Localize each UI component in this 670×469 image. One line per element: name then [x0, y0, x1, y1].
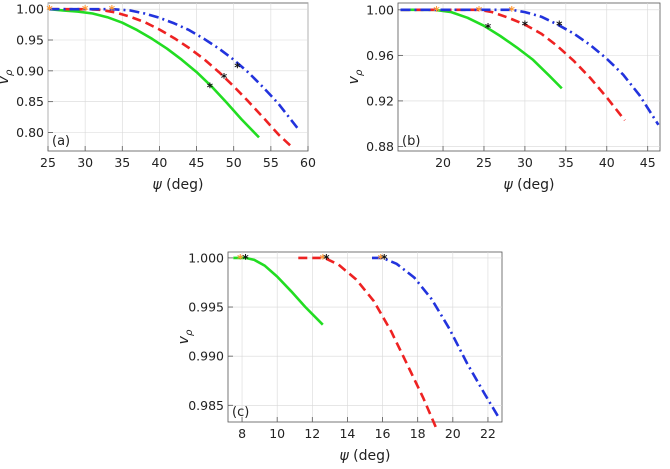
black-star-marker: * — [234, 61, 241, 75]
x-axis-label: ψ (deg) — [339, 448, 390, 464]
x-tick-label: 8 — [238, 426, 246, 441]
y-tick-label: 0.85 — [16, 94, 44, 109]
black-star-marker: * — [207, 80, 214, 94]
x-tick-label: 40 — [599, 155, 615, 170]
panel-label: (a) — [52, 134, 70, 149]
x-tick-label: 45 — [189, 155, 205, 170]
x-tick-label: 35 — [114, 155, 130, 170]
y-axis-label: vρ — [346, 69, 365, 84]
orange-star-marker: * — [237, 252, 244, 266]
x-axis-label: ψ (deg) — [152, 177, 203, 193]
plot-area — [397, 2, 661, 152]
x-tick-label: 45 — [640, 155, 656, 170]
orange-star-marker: * — [46, 3, 53, 17]
y-tick-label: 0.90 — [16, 63, 44, 78]
black-star-marker: * — [221, 71, 228, 85]
x-tick-label: 25 — [40, 155, 56, 170]
orange-star-marker: * — [476, 4, 483, 18]
black-star-marker: * — [381, 252, 388, 266]
series-line-blue — [400, 8, 660, 126]
orange-star-marker: * — [82, 3, 89, 17]
series-line-blue — [372, 256, 500, 418]
x-tick-label: 60 — [300, 155, 316, 170]
y-tick-label: 0.95 — [16, 33, 44, 48]
x-tick-label: 16 — [375, 426, 391, 441]
x-tick-label: 25 — [476, 155, 492, 170]
orange-star-marker: * — [378, 252, 385, 266]
x-axis-label: ψ (deg) — [503, 177, 554, 193]
orange-star-marker: * — [109, 3, 116, 17]
y-tick-label: 0.80 — [16, 125, 44, 140]
black-star-marker: * — [556, 19, 563, 33]
black-star-marker: * — [242, 252, 249, 266]
chart-panel-2: 20 25 30 35 40 450.880.920.961.00 ******(b)ψ (… — [346, 2, 661, 193]
panel-label: (b) — [402, 134, 420, 149]
y-tick-label: 0.88 — [366, 139, 394, 154]
x-tick-label: 10 — [269, 426, 285, 441]
y-axis-label: vρ — [0, 69, 15, 84]
y-axis-label: vρ — [176, 329, 195, 344]
orange-star-marker: * — [433, 4, 440, 18]
y-tick-label: 1.00 — [366, 2, 394, 17]
y-tick-label: 0.995 — [188, 300, 224, 315]
x-tick-label: 30 — [77, 155, 93, 170]
x-tick-label: 35 — [558, 155, 574, 170]
x-tick-label: 12 — [304, 426, 320, 441]
orange-star-marker: * — [509, 4, 516, 18]
x-tick-label: 22 — [480, 426, 496, 441]
y-tick-label: 1.00 — [16, 2, 44, 17]
black-star-marker: * — [485, 21, 492, 35]
x-tick-label: 18 — [410, 426, 426, 441]
y-tick-label: 0.92 — [366, 93, 394, 108]
y-tick-label: 0.96 — [366, 48, 394, 63]
series-line-green — [49, 7, 260, 139]
x-tick-label: 20 — [445, 426, 461, 441]
orange-star-marker: * — [320, 252, 327, 266]
x-tick-label: 14 — [339, 426, 355, 441]
x-tick-label: 50 — [226, 155, 242, 170]
series-line-blue — [49, 7, 299, 130]
y-tick-label: 1.000 — [188, 250, 224, 265]
x-tick-label: 20 — [435, 155, 451, 170]
panel-label: (c) — [232, 405, 249, 420]
x-tick-label: 30 — [517, 155, 533, 170]
plot-area — [227, 251, 503, 423]
x-tick-label: 55 — [263, 155, 279, 170]
black-star-marker: * — [522, 19, 529, 33]
black-star-marker: * — [323, 252, 330, 266]
y-tick-label: 0.985 — [188, 398, 224, 413]
plot-area — [47, 2, 309, 152]
series-line-green — [233, 256, 324, 326]
x-tick-label: 40 — [151, 155, 167, 170]
series-line-red — [298, 256, 439, 431]
series-line-red — [400, 8, 626, 122]
chart-panel-1: 25 30 35 40 45 50 55 600.800.850.900.951.00 ****… — [0, 2, 316, 193]
y-tick-label: 0.990 — [188, 349, 224, 364]
